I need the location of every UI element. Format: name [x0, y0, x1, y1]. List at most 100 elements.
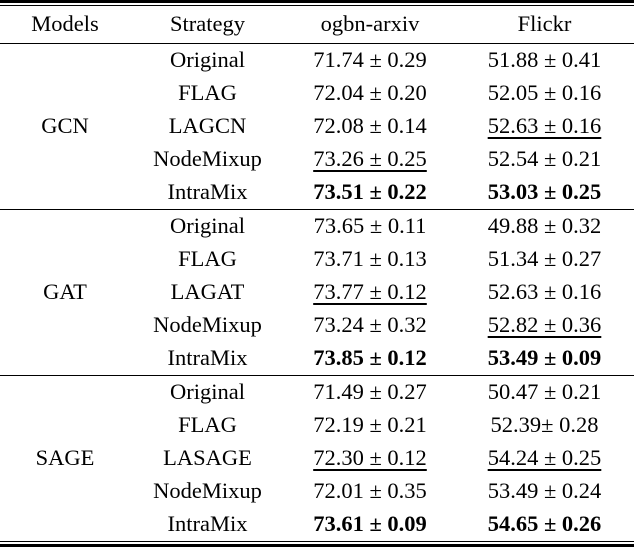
flickr-value: 52.39± 0.28 — [455, 409, 634, 442]
table-row: GAT Original 73.65 ± 0.11 49.88 ± 0.32 — [0, 209, 634, 376]
flickr-value: 52.05 ± 0.16 — [455, 77, 634, 110]
flickr-value: 52.82 ± 0.36 — [455, 309, 634, 342]
ogbn-arxiv-value: 72.04 ± 0.20 — [285, 77, 455, 110]
value-text: 52.63 ± 0.16 — [487, 113, 602, 139]
table-row: NodeMixup 72.01 ± 0.35 53.49 ± 0.24 — [0, 475, 634, 508]
column-header-strategy: Strategy — [130, 6, 285, 44]
value-text: 73.65 ± 0.11 — [313, 213, 427, 239]
flickr-value: 49.88 ± 0.32 — [455, 209, 634, 243]
strategy-cell: Original — [130, 209, 285, 243]
strategy-cell: LASAGE — [163, 445, 252, 471]
column-header-flickr: Flickr — [455, 6, 634, 44]
ogbn-arxiv-value: 71.74 ± 0.29 — [285, 44, 455, 78]
value-text: 73.77 ± 0.12 — [313, 279, 427, 305]
flickr-value: 53.49 ± 0.09 — [455, 342, 634, 376]
value-text: 71.49 ± 0.27 — [313, 379, 427, 405]
value-text: 71.74 ± 0.29 — [313, 47, 427, 73]
flickr-value: 54.24 ± 0.25 — [455, 442, 634, 475]
value-text: 51.34 ± 0.27 — [487, 246, 602, 272]
flickr-value: 50.47 ± 0.21 — [455, 375, 634, 409]
value-text: 72.30 ± 0.12 — [313, 445, 427, 471]
strategy-cell: NodeMixup — [153, 478, 262, 504]
flickr-value: 52.63 ± 0.16 — [455, 276, 634, 309]
ogbn-arxiv-value: 71.49 ± 0.27 — [285, 375, 455, 409]
table-header-row: Models Strategy ogbn-arxiv Flickr — [0, 6, 634, 44]
strategy-cell: LAGCN — [168, 113, 247, 139]
column-header-ogbn-arxiv: ogbn-arxiv — [285, 6, 455, 44]
value-text: 53.49 ± 0.09 — [487, 345, 602, 371]
flickr-value: 53.49 ± 0.24 — [455, 475, 634, 508]
table-row: IntraMix 73.51 ± 0.22 53.03 ± 0.25 — [0, 176, 634, 210]
table-row: FLAG 72.19 ± 0.21 52.39± 0.28 — [0, 409, 634, 442]
strategy-cell: NodeMixup — [153, 146, 262, 172]
table-row: SAGE Original 71.49 ± 0.27 50.47 ± 0.21 — [0, 375, 634, 541]
ogbn-arxiv-value: 73.65 ± 0.11 — [285, 209, 455, 243]
value-text: 52.39± 0.28 — [490, 412, 599, 438]
ogbn-arxiv-value: 72.08 ± 0.14 — [285, 110, 455, 143]
strategy-cell: NodeMixup — [153, 312, 262, 338]
ogbn-arxiv-value: 72.01 ± 0.35 — [285, 475, 455, 508]
ogbn-arxiv-value: 72.30 ± 0.12 — [285, 442, 455, 475]
value-text: 73.26 ± 0.25 — [313, 146, 427, 172]
results-table: Models Strategy ogbn-arxiv Flickr GCN Or… — [0, 6, 634, 541]
ogbn-arxiv-value: 73.85 ± 0.12 — [285, 342, 455, 376]
strategy-cell: IntraMix — [167, 179, 248, 205]
column-header-models: Models — [0, 6, 130, 44]
ogbn-arxiv-value: 73.77 ± 0.12 — [285, 276, 455, 309]
table-top-double-rule — [0, 0, 634, 6]
table-row: GCN Original 71.74 ± 0.29 51.88 ± 0.41 — [0, 44, 634, 138]
flickr-value: 51.34 ± 0.27 — [455, 243, 634, 276]
flickr-value: 53.03 ± 0.25 — [455, 176, 634, 210]
table-row: IntraMix 73.85 ± 0.12 53.49 ± 0.09 — [0, 342, 634, 376]
flickr-value: 52.63 ± 0.16 — [455, 110, 634, 143]
strategy-cell: Original — [170, 47, 245, 73]
value-text: 73.71 ± 0.13 — [313, 246, 427, 272]
value-text: 51.88 ± 0.41 — [487, 47, 602, 73]
table-row: LAGCN 72.08 ± 0.14 52.63 ± 0.16 — [0, 110, 634, 143]
value-text: 52.63 ± 0.16 — [487, 279, 602, 305]
value-text: 72.01 ± 0.35 — [313, 478, 427, 504]
value-text: 50.47 ± 0.21 — [487, 379, 602, 405]
value-text: 73.61 ± 0.09 — [313, 511, 427, 537]
strategy-cell: LAGAT — [170, 279, 245, 305]
flickr-value: 52.54 ± 0.21 — [455, 143, 634, 176]
strategy-cell: Original — [130, 375, 285, 409]
flickr-value: 54.65 ± 0.26 — [455, 508, 634, 541]
model-label-gcn: GCN — [41, 113, 89, 139]
ogbn-arxiv-value: 73.51 ± 0.22 — [285, 176, 455, 210]
table-row: FLAG 72.04 ± 0.20 52.05 ± 0.16 — [0, 77, 634, 110]
value-text: 54.24 ± 0.25 — [487, 445, 602, 471]
ogbn-arxiv-value: 73.71 ± 0.13 — [285, 243, 455, 276]
strategy-cell: FLAG — [178, 80, 237, 106]
value-text: 53.03 ± 0.25 — [487, 179, 602, 205]
value-text: 73.85 ± 0.12 — [313, 345, 427, 371]
value-text: 53.49 ± 0.24 — [487, 478, 602, 504]
strategy-cell: FLAG — [178, 412, 237, 438]
value-text: 72.19 ± 0.21 — [313, 412, 427, 438]
strategy-cell: FLAG — [178, 246, 237, 272]
ogbn-arxiv-value: 73.26 ± 0.25 — [285, 143, 455, 176]
value-text: 52.82 ± 0.36 — [487, 312, 602, 338]
table-row: NodeMixup 73.24 ± 0.32 52.82 ± 0.36 — [0, 309, 634, 342]
model-label-sage: SAGE — [0, 375, 130, 541]
flickr-value: 51.88 ± 0.41 — [455, 44, 634, 78]
table-bottom-double-rule — [0, 541, 634, 547]
ogbn-arxiv-value: 73.24 ± 0.32 — [285, 309, 455, 342]
model-label-gat: GAT — [0, 209, 130, 376]
table-row: FLAG 73.71 ± 0.13 51.34 ± 0.27 — [0, 243, 634, 276]
table-row: LAGAT 73.77 ± 0.12 52.63 ± 0.16 — [0, 276, 634, 309]
ogbn-arxiv-value: 72.19 ± 0.21 — [285, 409, 455, 442]
value-text: 72.08 ± 0.14 — [313, 113, 427, 139]
table-row: IntraMix 73.61 ± 0.09 54.65 ± 0.26 — [0, 508, 634, 541]
value-text: 73.51 ± 0.22 — [313, 179, 427, 205]
value-text: 73.24 ± 0.32 — [313, 312, 427, 338]
value-text: 52.05 ± 0.16 — [487, 80, 602, 106]
value-text: 52.54 ± 0.21 — [487, 146, 602, 172]
value-text: 49.88 ± 0.32 — [487, 213, 602, 239]
ogbn-arxiv-value: 73.61 ± 0.09 — [285, 508, 455, 541]
table-row: NodeMixup 73.26 ± 0.25 52.54 ± 0.21 — [0, 143, 634, 176]
strategy-cell: IntraMix — [167, 511, 248, 537]
strategy-cell: IntraMix — [167, 345, 248, 371]
table-row: LASAGE 72.30 ± 0.12 54.24 ± 0.25 — [0, 442, 634, 475]
